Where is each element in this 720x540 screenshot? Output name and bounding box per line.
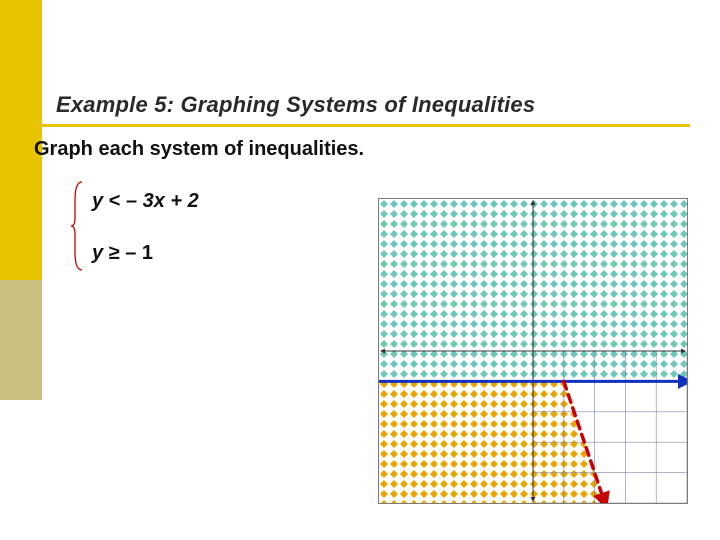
ineq1-lhs: y (92, 190, 103, 212)
slide-title: Example 5: Graphing Systems of Inequalit… (56, 92, 535, 118)
inequality-2: y ≥ – 1 (92, 242, 153, 265)
graph-panel (378, 198, 688, 504)
sidebar-accent-bottom (0, 280, 42, 400)
inequality-1: y < – 3x + 2 (92, 190, 199, 213)
instruction-text: Graph each system of inequalities. (34, 138, 364, 161)
ineq2-op: ≥ (109, 242, 120, 264)
title-underline (30, 124, 690, 127)
ineq1-rhs: – 3x + 2 (126, 190, 199, 212)
ineq2-rhs: – 1 (125, 242, 153, 264)
ineq2-lhs: y (92, 242, 103, 264)
ineq1-op: < (109, 190, 121, 212)
system-brace (70, 180, 84, 272)
inequality-chart (379, 199, 687, 503)
